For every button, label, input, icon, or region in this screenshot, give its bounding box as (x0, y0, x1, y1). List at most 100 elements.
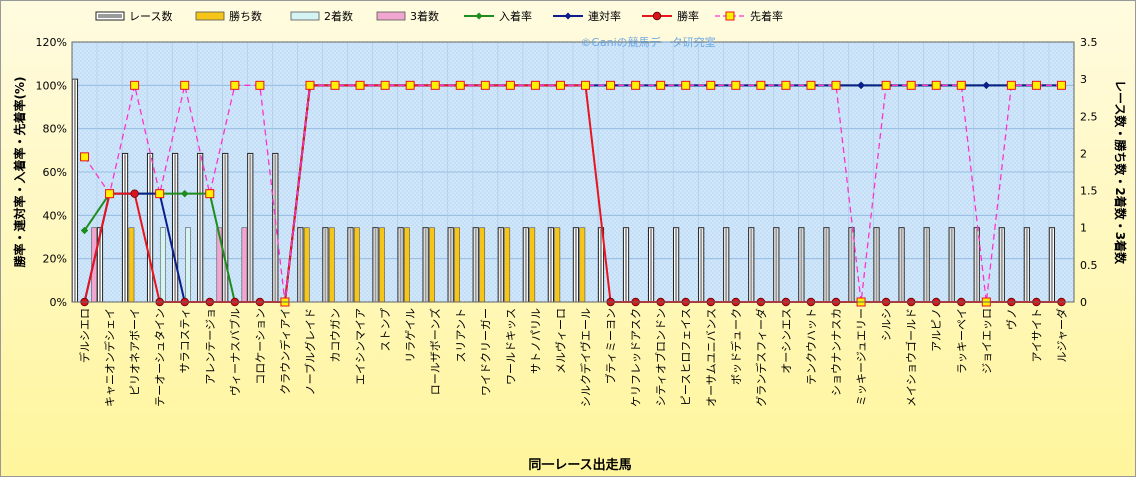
marker-finish-rate (555, 80, 565, 90)
bar-1 (554, 227, 561, 303)
x-tick-label: サラコスティ (179, 308, 192, 373)
legend-swatch (195, 11, 225, 21)
marker-finish-rate (155, 189, 165, 199)
bar-race-count-shade (1025, 228, 1028, 302)
marker-finish-rate (330, 80, 340, 90)
bar-1 (479, 227, 486, 303)
x-tick-label: リラゲイル (404, 308, 417, 363)
x-tick-label: シルクデイヴエール (579, 308, 593, 407)
bar-race-count-shade (750, 228, 753, 302)
bar-race-count-shade (499, 228, 502, 302)
x-tick-label: アルピノ (930, 308, 943, 352)
marker-finish-rate (1031, 80, 1041, 90)
marker-finish-rate (355, 80, 365, 90)
legend-marker (725, 11, 735, 21)
x-tick-label: グランデスフィーダ (754, 308, 768, 407)
line-series-3 (83, 84, 1062, 303)
bar-1 (579, 227, 586, 303)
bar-race-count-shade (299, 228, 302, 302)
x-tick-label: オーシンエス (780, 308, 793, 374)
marker-finish-rate (756, 80, 766, 90)
marker-finish-rate (530, 80, 540, 90)
bar-race-count-shade (124, 154, 127, 302)
marker-finish-rate (806, 80, 816, 90)
bar-race-count-shade (424, 228, 427, 302)
y-left-tick-label: 100% (36, 79, 67, 92)
y-left-tick-label: 120% (36, 36, 67, 49)
bar-race-count-shade (675, 228, 678, 302)
legend-label: 連対率 (588, 9, 621, 23)
y-left-tick-label: 60% (43, 166, 67, 179)
legend-item: 先着率 (715, 9, 783, 23)
legend-label: 勝率 (677, 9, 699, 23)
bar-race-count-shade (850, 228, 853, 302)
bar-3 (241, 227, 248, 303)
marker-diamond (180, 189, 189, 198)
bar-2 (185, 227, 191, 303)
x-tick-label: ワイドクリーガー (479, 308, 492, 396)
bar-race-count-shade (324, 228, 327, 302)
bar-race-count-shade (73, 80, 76, 303)
x-tick-label: キャニオンデシェイ (103, 308, 117, 407)
x-tick-label: デルシエロ (78, 308, 92, 363)
marker-finish-rate (731, 80, 741, 90)
bar-race-count-shade (1000, 228, 1003, 302)
y-right-tick-label: 0 (1080, 296, 1087, 309)
y-axis-right-label: レース数・勝ち数・2着数・3着数 (1113, 80, 1128, 265)
bar-race-count-shade (725, 228, 728, 302)
plot-border (71, 41, 1075, 303)
marker-finish-rate (631, 80, 641, 90)
legend-swatch (290, 11, 320, 21)
bar-race-count-shade (825, 228, 828, 302)
marker-finish-rate (581, 80, 591, 90)
x-tick-label: ヴノ (1004, 308, 1018, 330)
marker-finish-rate (80, 152, 90, 162)
marker-finish-rate (881, 80, 891, 90)
x-tick-label: メイショウゴールド (904, 308, 918, 407)
bar-race-count-shade (950, 228, 953, 302)
bar-race-count-shade (98, 228, 101, 302)
bar-race-count-shade (900, 228, 903, 302)
marker-diamond (80, 226, 89, 235)
x-tick-label: ケリフレッドアスク (630, 308, 643, 407)
marker-finish-rate (455, 80, 465, 90)
marker-finish-rate (480, 80, 490, 90)
legend-label: 勝ち数 (229, 9, 262, 23)
bar-1 (404, 227, 410, 303)
legend-marker (475, 12, 483, 20)
bar-race-count-shade (925, 228, 928, 302)
legend-label: 先着率 (750, 9, 783, 23)
y-right-tick-label: 3.5 (1080, 36, 1098, 49)
x-tick-label: ショウナンナスカ (830, 308, 843, 396)
legend-item: 3着数 (376, 9, 439, 23)
watermark: ©Ganiの競馬データ研究室 (580, 35, 715, 49)
marker-finish-rate (130, 80, 140, 90)
bars (71, 78, 1055, 303)
marker-finish-rate (831, 80, 841, 90)
x-tick-label: ルジャーダ (1054, 308, 1068, 362)
legend-label: 2着数 (324, 9, 353, 23)
bar-race-count-shade (249, 154, 252, 302)
legend-marker (564, 12, 572, 20)
bar-race-count-shade (875, 228, 878, 302)
bar-race-count-shade (174, 154, 177, 302)
bar-race-count-shade (700, 228, 703, 302)
x-tick-label: サトノパリル (529, 308, 542, 374)
marker-finish-rate (956, 80, 966, 90)
x-tick-label: コロケーション (254, 308, 267, 385)
legend-item: 勝ち数 (195, 9, 262, 23)
x-tick-label: ジョイエッロ (980, 308, 993, 374)
bar-race-count-shade (625, 228, 628, 302)
legend-label: 3着数 (410, 9, 439, 23)
x-tick-label: ノーブルグレイド (303, 308, 317, 395)
legend-swatch (376, 11, 406, 21)
y-right-tick-label: 2.5 (1080, 110, 1098, 123)
bar-2 (159, 227, 166, 303)
bar-race-count-shade (374, 228, 377, 302)
bar-race-count-shade (1050, 228, 1053, 302)
marker-finish-rate (781, 80, 791, 90)
bar-race-count-shade (349, 228, 352, 302)
marker-finish-rate (405, 80, 415, 90)
